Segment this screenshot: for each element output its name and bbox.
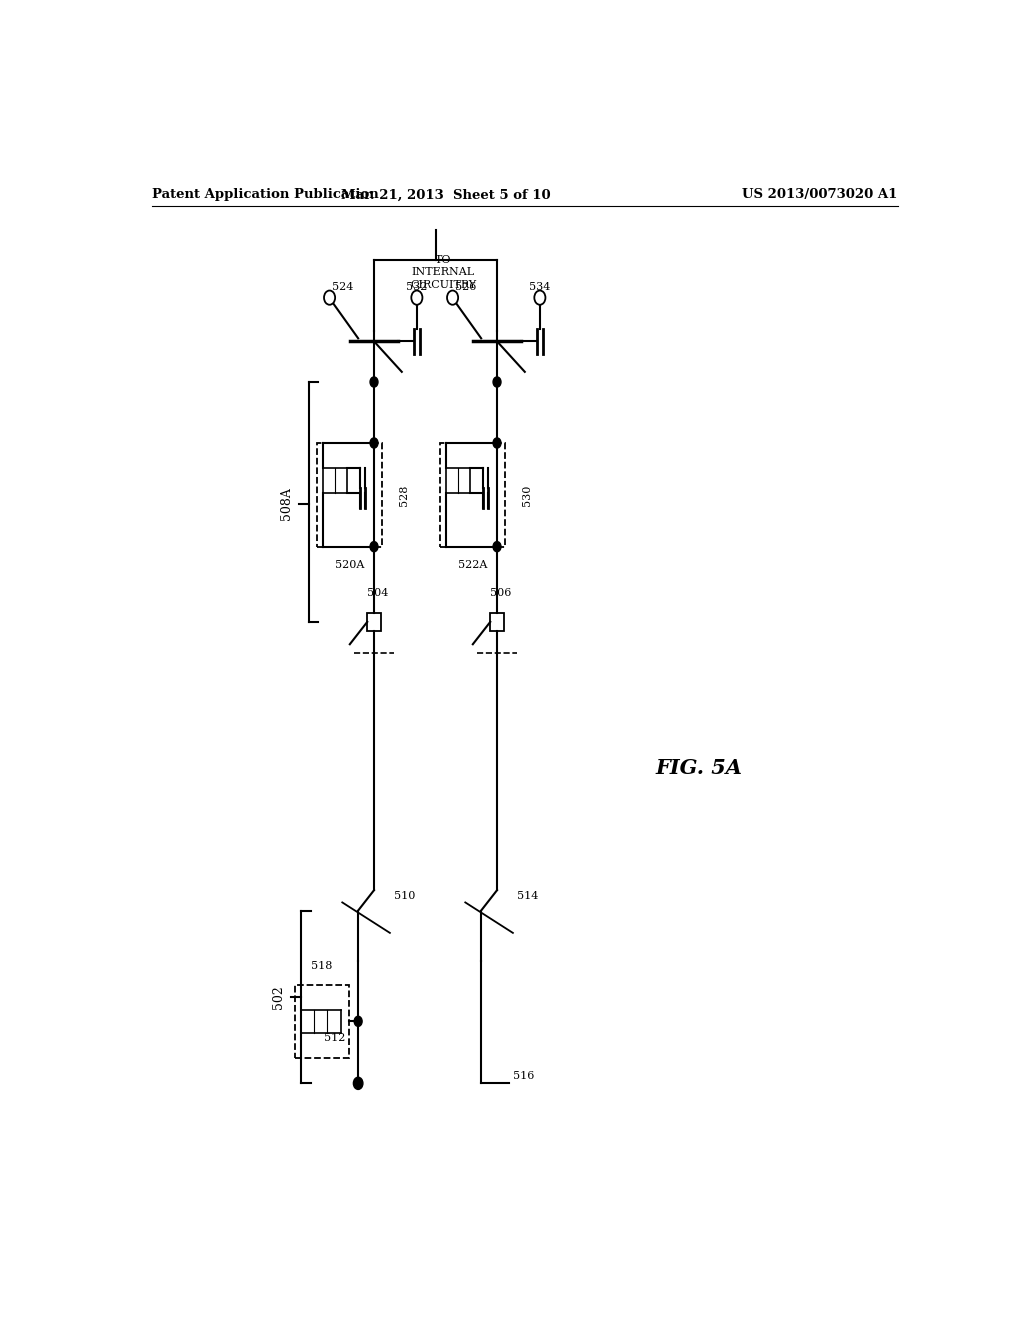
Text: 516: 516 (513, 1072, 535, 1081)
Text: 532: 532 (407, 282, 428, 293)
Text: US 2013/0073020 A1: US 2013/0073020 A1 (742, 189, 898, 202)
Text: 510: 510 (394, 891, 415, 902)
Circle shape (494, 378, 501, 387)
Circle shape (494, 438, 501, 447)
Text: 518: 518 (311, 961, 333, 972)
Bar (316, 444, 382, 546)
Bar (440, 444, 505, 546)
Text: 528: 528 (399, 484, 410, 506)
Bar (295, 985, 348, 1057)
Circle shape (535, 290, 546, 305)
Circle shape (494, 541, 501, 552)
Text: 530: 530 (522, 484, 532, 506)
Text: 502: 502 (272, 985, 286, 1008)
Text: 522A: 522A (458, 560, 487, 570)
Text: 534: 534 (529, 282, 551, 293)
Text: 504: 504 (368, 589, 389, 598)
Text: TO
INTERNAL
CIRCUITRY: TO INTERNAL CIRCUITRY (410, 255, 476, 289)
Text: Mar. 21, 2013  Sheet 5 of 10: Mar. 21, 2013 Sheet 5 of 10 (341, 189, 550, 202)
Text: 520A: 520A (335, 560, 365, 570)
Text: 524: 524 (332, 282, 353, 293)
Text: Patent Application Publication: Patent Application Publication (152, 189, 379, 202)
Circle shape (370, 438, 378, 447)
Text: 506: 506 (490, 589, 512, 598)
Circle shape (370, 378, 378, 387)
Text: 508A: 508A (281, 487, 293, 520)
Circle shape (353, 1077, 362, 1089)
Text: FIG. 5A: FIG. 5A (656, 758, 742, 779)
Circle shape (354, 1016, 362, 1027)
Circle shape (370, 541, 378, 552)
Bar (490, 614, 504, 631)
Circle shape (412, 290, 423, 305)
Text: 512: 512 (324, 1032, 345, 1043)
Text: 514: 514 (517, 891, 539, 902)
Text: 526: 526 (455, 282, 476, 293)
Bar (368, 614, 381, 631)
Circle shape (324, 290, 335, 305)
Circle shape (447, 290, 458, 305)
